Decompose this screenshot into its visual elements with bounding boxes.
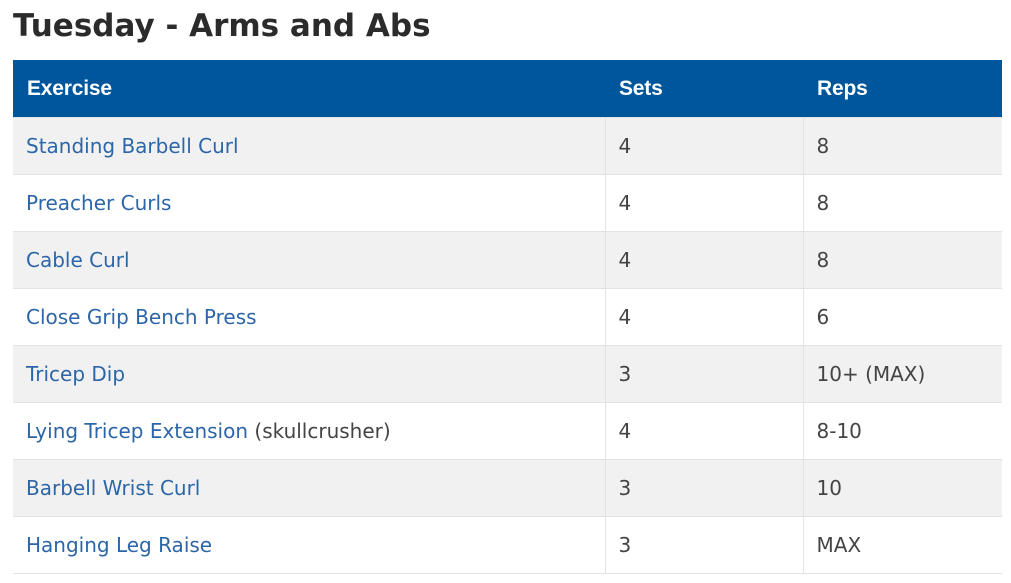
exercise-link[interactable]: Tricep Dip — [26, 362, 126, 386]
reps-cell: 8 — [802, 174, 1002, 232]
exercise-link[interactable]: Standing Barbell Curl — [26, 134, 239, 158]
header-reps: Reps — [803, 60, 1002, 118]
sets-cell: 3 — [604, 516, 804, 574]
sets-cell: 4 — [604, 402, 804, 460]
page-title: Tuesday - Arms and Abs — [13, 8, 431, 44]
exercise-cell: Lying Tricep Extension (skullcrusher) — [13, 402, 606, 460]
reps-cell: 6 — [802, 288, 1002, 346]
sets-cell: 4 — [604, 117, 804, 175]
table-row: Hanging Leg Raise 3 MAX — [13, 516, 1002, 574]
table-row: Preacher Curls 4 8 — [13, 174, 1002, 232]
exercise-link[interactable]: Barbell Wrist Curl — [26, 476, 201, 500]
reps-cell: 8 — [802, 231, 1002, 289]
table-row: Cable Curl 4 8 — [13, 231, 1002, 289]
table-row: Lying Tricep Extension (skullcrusher) 4 … — [13, 402, 1002, 460]
sets-cell: 4 — [604, 231, 804, 289]
table-row: Tricep Dip 3 10+ (MAX) — [13, 345, 1002, 403]
reps-cell: 10+ (MAX) — [802, 345, 1002, 403]
exercise-link[interactable]: Preacher Curls — [26, 191, 172, 215]
exercise-cell: Tricep Dip — [13, 345, 606, 403]
exercise-link[interactable]: Cable Curl — [26, 248, 130, 272]
exercise-cell: Barbell Wrist Curl — [13, 459, 606, 517]
exercise-cell: Preacher Curls — [13, 174, 606, 232]
exercise-cell: Cable Curl — [13, 231, 606, 289]
sets-cell: 3 — [604, 345, 804, 403]
table-row: Close Grip Bench Press 4 6 — [13, 288, 1002, 346]
header-sets: Sets — [605, 60, 803, 118]
exercise-suffix: (skullcrusher) — [248, 419, 391, 443]
exercise-cell: Close Grip Bench Press — [13, 288, 606, 346]
reps-cell: 8-10 — [802, 402, 1002, 460]
reps-cell: 10 — [802, 459, 1002, 517]
workout-table: Exercise Sets Reps Standing Barbell Curl… — [13, 60, 1002, 574]
table-row: Barbell Wrist Curl 3 10 — [13, 459, 1002, 517]
table-row: Standing Barbell Curl 4 8 — [13, 117, 1002, 175]
sets-cell: 4 — [604, 288, 804, 346]
sets-cell: 4 — [604, 174, 804, 232]
exercise-link[interactable]: Close Grip Bench Press — [26, 305, 257, 329]
exercise-cell: Standing Barbell Curl — [13, 117, 606, 175]
exercise-link[interactable]: Lying Tricep Extension — [26, 419, 249, 443]
reps-cell: MAX — [802, 516, 1002, 574]
header-exercise: Exercise — [13, 60, 605, 118]
exercise-cell: Hanging Leg Raise — [13, 516, 606, 574]
sets-cell: 3 — [604, 459, 804, 517]
table-header-row: Exercise Sets Reps — [13, 60, 1002, 118]
reps-cell: 8 — [802, 117, 1002, 175]
exercise-link[interactable]: Hanging Leg Raise — [26, 533, 213, 557]
